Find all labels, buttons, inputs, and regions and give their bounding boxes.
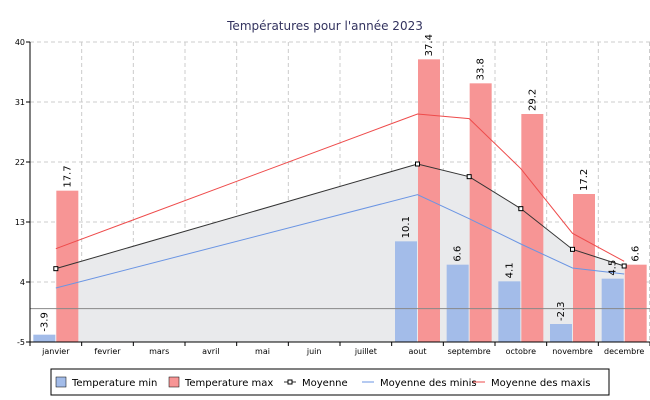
legend-label: Moyenne (302, 378, 348, 389)
bar-max (469, 83, 492, 342)
data-label-max: 17.7 (62, 165, 73, 187)
legend-swatch (55, 376, 67, 388)
x-tick-label: juin (306, 347, 322, 356)
x-tick-label: decembre (604, 347, 644, 356)
legend-marker (287, 379, 293, 385)
x-tick-label: mai (255, 347, 270, 356)
chart-title: Températures pour l'année 2023 (226, 19, 423, 33)
y-tick-label: 40 (15, 38, 25, 47)
legend-swatch (168, 376, 180, 388)
bar-max (521, 114, 544, 342)
series-marker (415, 161, 420, 167)
series-line-1 (55, 194, 625, 289)
x-tick-label: novembre (552, 347, 593, 356)
axes: -5 4 13 22 31 40 janvier fevrier mars avril mai jui… (15, 38, 650, 356)
y-tick-label: 22 (15, 158, 25, 167)
x-tick-label: janvier (41, 347, 70, 356)
bar-min (446, 264, 469, 342)
legend-label: Temperature max (184, 378, 273, 389)
data-labels: -3.9 10.1 6.6 4.1 -2.3 4.5 17.7 37.4 33.8 29.2 17.… (39, 34, 641, 332)
bar-min (33, 334, 56, 342)
legend-label: Moyenne des maxis (491, 378, 591, 389)
x-tick-label: juillet (354, 347, 377, 356)
series-lines (53, 113, 627, 289)
bar-min (550, 324, 572, 342)
x-tick-label: avril (202, 347, 219, 356)
y-tick-label: 13 (15, 218, 25, 227)
x-tick-label: mars (149, 347, 169, 356)
data-label-max: 33.8 (476, 58, 487, 80)
y-tick-label: 31 (15, 98, 25, 107)
legend-label: Temperature min (71, 378, 157, 389)
x-tick-label: aout (408, 347, 426, 356)
data-label-max: 29.2 (527, 89, 538, 111)
data-label-max: 17.2 (579, 169, 590, 191)
bar-max (573, 194, 595, 342)
series-marker (621, 263, 627, 269)
data-label-min: 10.1 (401, 216, 412, 238)
x-tick-label: octobre (506, 347, 537, 356)
series-line-2 (55, 113, 625, 262)
y-tick-label: -5 (17, 338, 25, 347)
data-label-max: 37.4 (424, 34, 435, 56)
bar-min (498, 281, 521, 342)
bars (33, 59, 647, 342)
y-tick-label: 4 (20, 278, 25, 287)
data-label-min: -2.3 (556, 301, 567, 321)
series-marker (466, 174, 472, 180)
legend: Temperature min Temperature max Moyenne Moy… (50, 368, 610, 396)
bar-min (395, 241, 417, 342)
x-tick-label: fevrier (94, 347, 121, 356)
series-marker (570, 246, 575, 252)
data-label-max: 6.6 (631, 246, 642, 262)
legend-label: Moyenne des minis (380, 378, 477, 389)
series-marker (518, 206, 524, 212)
data-label-min: 4.5 (608, 260, 619, 276)
bar-min (601, 278, 624, 342)
legend-box (50, 368, 610, 396)
x-tick-label: septembre (448, 347, 491, 356)
data-label-min: 6.6 (453, 246, 464, 262)
bar-max (624, 264, 647, 342)
series-marker (53, 266, 59, 272)
data-label-min: 4.1 (504, 262, 515, 278)
bar-max (56, 190, 79, 342)
data-label-min: -3.9 (39, 312, 50, 332)
series-line-0 (55, 163, 625, 270)
bar-max (418, 59, 440, 342)
